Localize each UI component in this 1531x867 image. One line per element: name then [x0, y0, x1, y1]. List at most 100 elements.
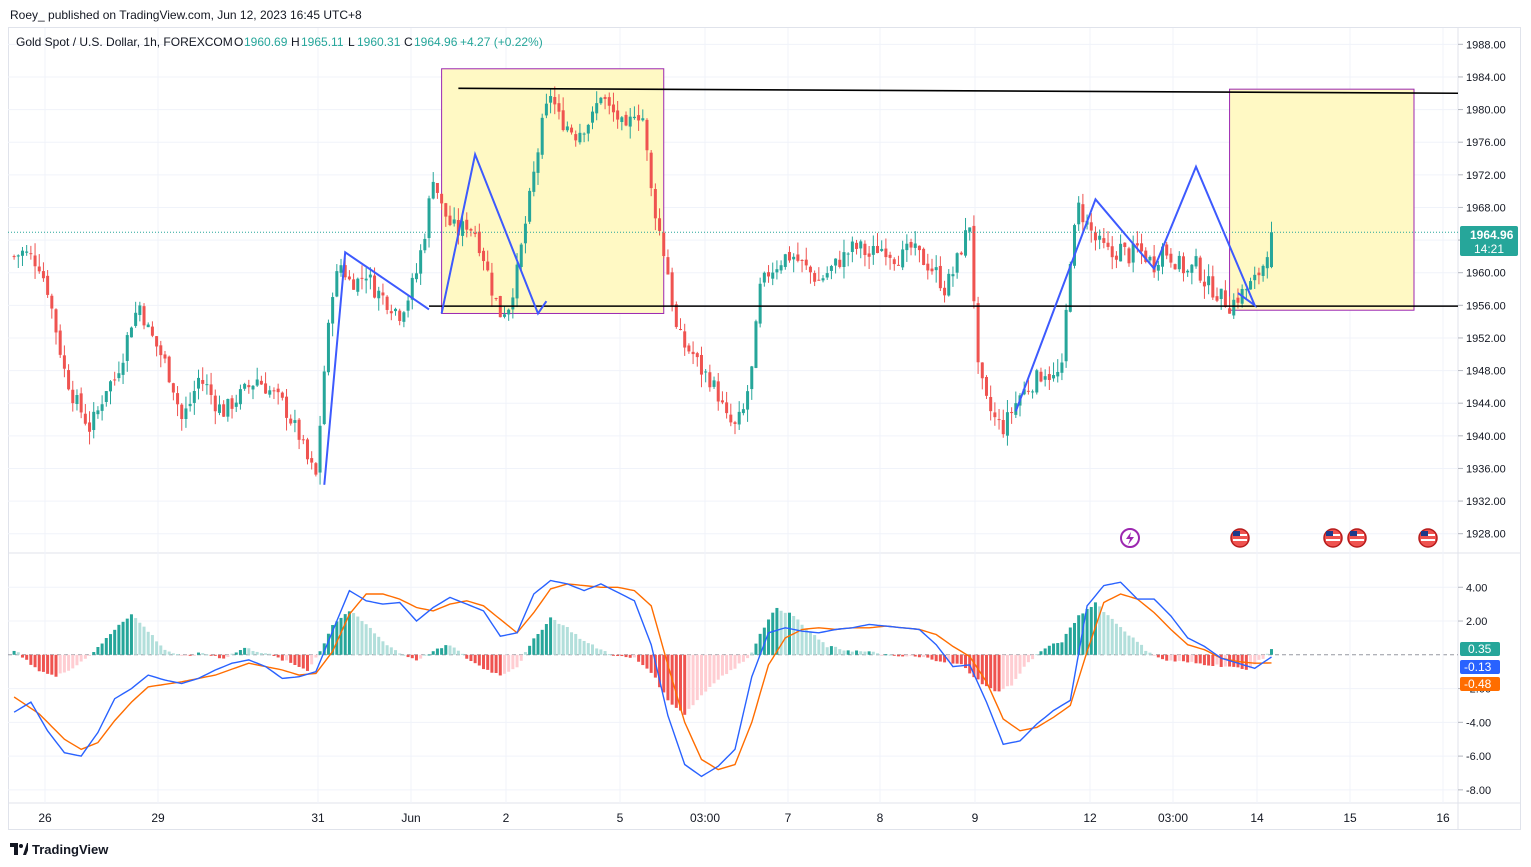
- candle-body: [394, 308, 398, 312]
- macd-histogram-bar: [993, 654, 997, 692]
- candle-body: [1043, 376, 1047, 380]
- macd-histogram-bar: [259, 653, 263, 655]
- candle-body: [578, 132, 582, 143]
- candle-body: [381, 292, 385, 296]
- candle-body: [213, 395, 217, 412]
- candle-body: [1223, 290, 1227, 307]
- us-flag-event-icon[interactable]: [1347, 528, 1367, 548]
- macd-histogram-bar: [171, 653, 175, 655]
- candle-body: [926, 263, 930, 271]
- candle-body: [1228, 308, 1232, 314]
- candle-body: [565, 126, 569, 131]
- macd-signal-value: -0.48: [1464, 677, 1492, 691]
- macd-histogram-bar: [188, 654, 192, 656]
- candle-body: [1219, 288, 1223, 299]
- macd-histogram-bar: [12, 650, 16, 655]
- macd-histogram-bar: [737, 654, 741, 664]
- macd-histogram-bar: [586, 643, 590, 655]
- candle-body: [1173, 264, 1177, 270]
- candle-body: [616, 110, 620, 120]
- candle-body: [955, 253, 959, 273]
- macd-histogram-bar: [197, 652, 201, 655]
- candle-body: [1102, 238, 1106, 243]
- price-tick-label: 1960.00: [1466, 268, 1506, 280]
- macd-value-badges: 0.35 -0.13 -0.48: [1460, 642, 1500, 691]
- macd-histogram-bar: [620, 654, 624, 657]
- macd-histogram-bar: [708, 654, 712, 687]
- macd-histogram-bar: [159, 645, 163, 655]
- candle-body: [649, 152, 653, 189]
- macd-histogram-bar: [1081, 613, 1085, 655]
- macd-histogram-bar: [855, 650, 859, 655]
- tradingview-brand: TradingView: [32, 842, 109, 857]
- candle-body: [234, 402, 238, 407]
- macd-histogram-bar: [385, 645, 389, 655]
- candle-body: [1169, 253, 1173, 263]
- candle-body: [532, 171, 536, 192]
- macd-histogram-bar: [1269, 649, 1273, 655]
- macd-histogram-bar: [611, 654, 615, 656]
- candle-body: [280, 392, 284, 398]
- candle-body: [1106, 242, 1110, 247]
- candle-body: [272, 390, 276, 392]
- macd-histogram-bar: [1098, 606, 1102, 655]
- macd-histogram-bar: [213, 654, 217, 656]
- us-flag-event-icon[interactable]: [1230, 528, 1250, 548]
- macd-histogram-bar: [419, 654, 423, 659]
- us-flag-event-icon[interactable]: [1418, 528, 1438, 548]
- candle-body: [1089, 222, 1093, 231]
- macd-histogram-bar: [779, 610, 783, 655]
- published-info: published on TradingView.com, Jun 12, 20…: [48, 8, 362, 22]
- macd-histogram-bar: [679, 654, 683, 711]
- publisher-name[interactable]: Roey_: [10, 8, 45, 22]
- macd-histogram-bar: [301, 654, 305, 669]
- candle-body: [880, 248, 884, 251]
- macd-histogram-bar: [1215, 654, 1219, 665]
- macd-histogram-bar: [280, 654, 284, 661]
- macd-histogram-bar: [389, 647, 393, 655]
- macd-histogram-bar: [1102, 612, 1106, 655]
- candle-body: [50, 295, 54, 309]
- macd-histogram-bar: [482, 654, 486, 670]
- macd-histogram-bar: [1131, 637, 1135, 655]
- price-tick-label: 1968.00: [1466, 202, 1506, 214]
- macd-histogram-bar: [326, 633, 330, 655]
- macd-histogram-bar: [452, 647, 456, 655]
- horizontal-levels[interactable]: [429, 87, 1459, 307]
- macd-histogram-bar: [67, 654, 71, 671]
- macd-histogram-bar: [867, 651, 871, 655]
- tradingview-logo[interactable]: TradingView: [10, 842, 108, 857]
- candle-body: [1152, 256, 1156, 273]
- candle-body: [310, 458, 314, 463]
- macd-histogram-bar: [1261, 654, 1265, 659]
- lightning-event-icon[interactable]: [1120, 528, 1140, 548]
- macd-histogram-bar: [1022, 654, 1026, 667]
- macd-histogram-bar: [268, 653, 272, 655]
- candle-body: [704, 371, 708, 373]
- macd-histogram-bar: [570, 632, 574, 655]
- candle-body: [1161, 246, 1165, 267]
- macd-histogram-bar: [850, 651, 854, 655]
- us-flag-event-icon[interactable]: [1323, 528, 1343, 548]
- candle-body: [255, 379, 259, 386]
- candle-body: [167, 356, 171, 383]
- macd-histogram-bar: [896, 654, 900, 657]
- macd-line-value: -0.13: [1464, 660, 1492, 674]
- event-markers[interactable]: [1120, 528, 1438, 548]
- macd-histogram-bar: [842, 650, 846, 655]
- macd-histogram-bar: [595, 648, 599, 655]
- pattern-lines[interactable]: [323, 150, 1258, 485]
- macd-histogram-bar: [305, 654, 309, 671]
- highlight-zone: [1229, 88, 1415, 311]
- time-tick-label: Jun: [401, 811, 420, 825]
- publish-header: Roey_ published on TradingView.com, Jun …: [0, 0, 1531, 28]
- macd-histogram-bar: [368, 627, 372, 655]
- macd-histogram-bar: [511, 654, 515, 670]
- candle-body: [343, 265, 347, 278]
- candle-body: [829, 266, 833, 271]
- macd-histogram-bar: [1039, 651, 1043, 655]
- candle-body: [222, 404, 226, 417]
- macd-histogram-bar: [461, 653, 465, 655]
- candle-body: [1232, 299, 1236, 316]
